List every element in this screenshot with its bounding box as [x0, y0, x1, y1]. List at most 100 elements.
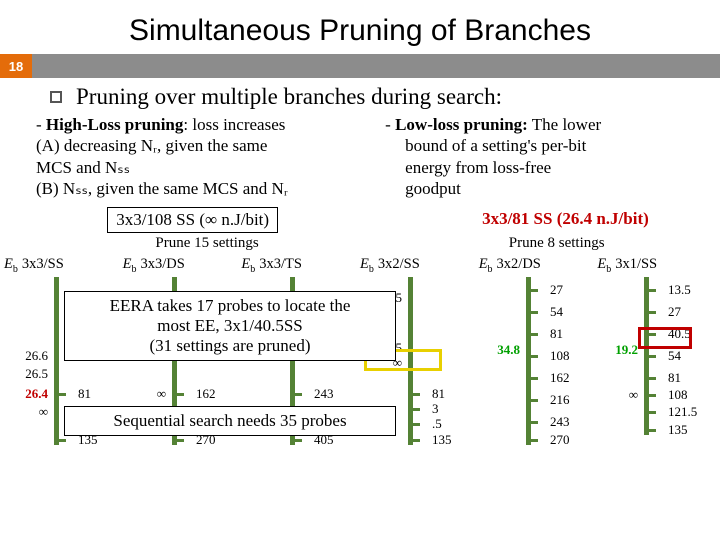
tree-branch	[526, 421, 538, 424]
tree-trunk	[54, 277, 59, 445]
tick-label: 162	[550, 370, 570, 386]
tree-header: Eb 3x2/DS	[479, 256, 598, 275]
prune-right-box: 3x3/81 SS (26.4 n.J/bit)	[478, 207, 653, 233]
eb-value: ∞	[122, 386, 166, 402]
right-col-head: - Low-loss pruning: The lower	[385, 114, 712, 135]
tree-branch	[526, 377, 538, 380]
tree-branch	[644, 411, 656, 414]
tree-header: Eb 3x2/SS	[360, 256, 479, 275]
tree-branch	[644, 311, 656, 314]
prune-sub-right: Prune 8 settings	[509, 235, 605, 252]
tick-label: 81	[668, 370, 681, 386]
tree-column: 13.52740.55481108∞121.513519.2	[594, 277, 709, 457]
tick-label: 243	[314, 386, 334, 402]
eb-value: 26.5	[4, 366, 48, 382]
tree-branch	[644, 394, 656, 397]
eb-label: Eb	[597, 256, 611, 275]
left-col-head: - High-Loss pruning: loss increases	[36, 114, 379, 135]
prune-left-box: 3x3/108 SS (∞ n.J/bit)	[107, 207, 278, 233]
tree-branch	[526, 289, 538, 292]
eb-label: Eb	[4, 256, 18, 275]
tree-branch	[290, 439, 302, 442]
tick-label: 81	[78, 386, 91, 402]
page-number: 18	[0, 54, 32, 78]
slide-title: Simultaneous Pruning of Branches	[0, 0, 720, 54]
tree-branch	[644, 377, 656, 380]
tree-branch	[172, 439, 184, 442]
right-column: - Low-loss pruning: The lower bound of a…	[379, 114, 712, 199]
tick-label: 121.5	[668, 404, 697, 420]
tree-headers: Eb 3x3/SSEb 3x3/DSEb 3x3/TSEb 3x2/SSEb 3…	[2, 256, 716, 277]
main-bullet: Pruning over multiple branches during se…	[0, 78, 720, 114]
tree-column: 27548110816221624327034.8	[476, 277, 591, 457]
tree-branch	[526, 439, 538, 442]
tick-label: .5	[432, 416, 442, 432]
tick-label: 81	[550, 326, 563, 342]
tree-branch	[644, 289, 656, 292]
tree-header-text: 3x3/DS	[141, 256, 185, 275]
overlay1-line1: EERA takes 17 probes to locate the	[73, 296, 387, 316]
eb-value: 34.8	[476, 342, 520, 358]
overlay1-line3: (31 settings are pruned)	[73, 336, 387, 356]
right-col-body: bound of a setting's per-bit energy from…	[385, 135, 712, 199]
tree-branch	[644, 429, 656, 432]
tick-label: 135	[432, 432, 452, 448]
tick-label: 81	[432, 386, 445, 402]
two-columns: - High-Loss pruning: loss increases (A) …	[0, 114, 720, 199]
tree-branch	[644, 355, 656, 358]
eb-value: 26.4	[4, 386, 48, 402]
tree-header-text: 3x2/DS	[497, 256, 541, 275]
tick-label: 162	[196, 386, 216, 402]
tree-branch	[172, 393, 184, 396]
eb-label: Eb	[241, 256, 255, 275]
tick-label: 216	[550, 392, 570, 408]
gray-bar	[32, 54, 720, 78]
pagenum-bar: 18	[0, 54, 720, 78]
eb-value: 19.2	[594, 342, 638, 358]
tree-header-text: 3x1/SS	[615, 256, 657, 275]
tree-branch	[408, 393, 420, 396]
tree-branch	[526, 311, 538, 314]
eb-label: Eb	[479, 256, 493, 275]
bullet-square-icon	[50, 91, 62, 103]
tick-label: 108	[550, 348, 570, 364]
tick-label: 108	[668, 387, 688, 403]
eb-value: ∞	[594, 387, 638, 403]
tree-branch	[526, 399, 538, 402]
tree-branch	[408, 423, 420, 426]
tick-label: 27	[550, 282, 563, 298]
tree-header: Eb 3x1/SS	[597, 256, 716, 275]
prune-sub-row: Prune 15 settings Prune 8 settings	[0, 235, 720, 256]
tree-branch	[526, 333, 538, 336]
eb-value: 26.6	[4, 348, 48, 364]
tree-header: Eb 3x3/TS	[241, 256, 360, 275]
prune-row: 3x3/108 SS (∞ n.J/bit) 3x3/81 SS (26.4 n…	[0, 199, 720, 235]
left-col-body: (A) decreasing Nᵣ, given the same MCS an…	[36, 135, 379, 199]
tree-header-text: 3x3/TS	[259, 256, 302, 275]
tree-area: Eb 3x3/SSEb 3x3/DSEb 3x3/TSEb 3x2/SSEb 3…	[0, 256, 720, 457]
tree-branch	[408, 408, 420, 411]
tick-label: 54	[668, 348, 681, 364]
eb-label: Eb	[360, 256, 374, 275]
tick-label: 135	[668, 422, 688, 438]
tree-header: Eb 3x3/SS	[4, 256, 123, 275]
overlay-eera: EERA takes 17 probes to locate the most …	[64, 291, 396, 361]
tick-label: 13.5	[668, 282, 691, 298]
tree-branch	[54, 393, 66, 396]
main-bullet-text: Pruning over multiple branches during se…	[76, 84, 502, 110]
tick-label: 54	[550, 304, 563, 320]
tick-label: 27	[668, 304, 681, 320]
tree-body: EERA takes 17 probes to locate the most …	[2, 277, 716, 457]
tick-label: 243	[550, 414, 570, 430]
left-column: - High-Loss pruning: loss increases (A) …	[36, 114, 379, 199]
tree-branch	[526, 355, 538, 358]
eb-value: ∞	[4, 404, 48, 420]
overlay-sequential: Sequential search needs 35 probes	[64, 406, 396, 436]
tick-label: 3	[432, 401, 439, 417]
tree-branch	[290, 393, 302, 396]
tree-branch	[408, 439, 420, 442]
eb-label: Eb	[123, 256, 137, 275]
overlay1-line2: most EE, 3x1/40.5SS	[73, 316, 387, 336]
tree-header-text: 3x3/SS	[22, 256, 64, 275]
tree-branch	[54, 439, 66, 442]
